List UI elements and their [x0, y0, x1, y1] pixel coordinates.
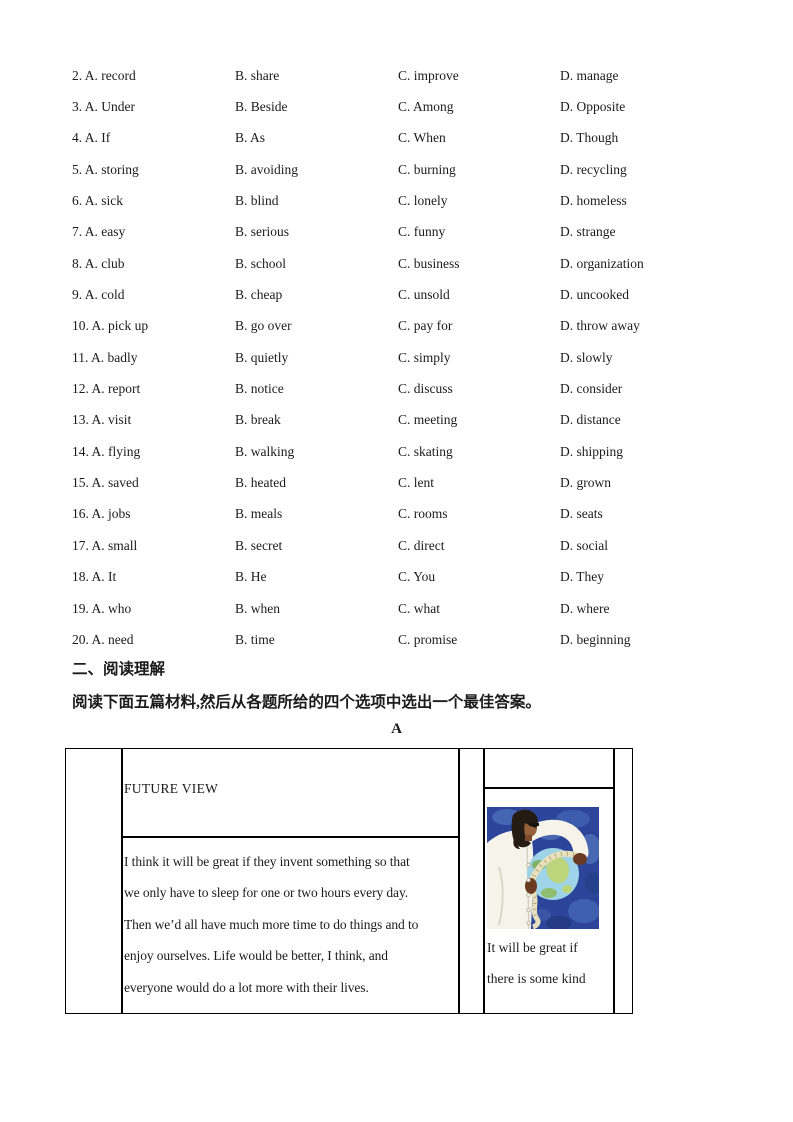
cloze-option-cell: D. grown	[560, 475, 611, 491]
cloze-option-cell: 5. A. storing	[72, 161, 139, 177]
cloze-option-cell: B. share	[235, 67, 280, 83]
cloze-option-cell: C. When	[398, 130, 446, 146]
cloze-option-cell: D. organization	[560, 255, 644, 271]
cloze-option-cell: C. meeting	[398, 412, 458, 428]
cloze-option-cell: D. strange	[560, 224, 616, 240]
cloze-option-cell: B. He	[235, 569, 267, 585]
cloze-option-cell: C. rooms	[398, 506, 448, 522]
image-caption-line: It will be great if	[487, 940, 578, 955]
cloze-option-cell: D. throw away	[560, 318, 640, 334]
cloze-option-cell: B. time	[235, 631, 275, 647]
cloze-option-cell: C. promise	[398, 631, 458, 647]
cloze-option-cell: C. You	[398, 569, 436, 585]
section-instruction: 阅读下面五篇材料,然后从各题所给的四个选项中选出一个最佳答案。	[72, 694, 541, 711]
cloze-option-cell: C. business	[398, 255, 460, 271]
cloze-option-cell: 18. A. It	[72, 569, 117, 585]
cloze-option-cell: 16. A. jobs	[72, 506, 131, 522]
cloze-option-cell: 8. A. club	[72, 255, 125, 271]
cloze-option-cell: B. As	[235, 130, 266, 146]
cloze-option-cell: C. lonely	[398, 193, 448, 209]
cloze-option-cell: 13. A. visit	[72, 412, 132, 428]
cloze-option-cell: B. secret	[235, 537, 283, 553]
cloze-option-cell: 12. A. report	[72, 381, 141, 397]
cloze-option-cell: B. blind	[235, 193, 279, 209]
cloze-option-cell: D. slowly	[560, 349, 613, 365]
cloze-option-cell: D. uncooked	[560, 287, 629, 303]
cloze-option-cell: C. unsold	[398, 287, 450, 303]
cloze-option-cell: D. where	[560, 600, 610, 616]
cloze-option-cell: D. consider	[560, 381, 623, 397]
cloze-option-cell: C. pay for	[398, 318, 453, 334]
cloze-option-cell: D. Opposite	[560, 99, 626, 115]
passage-text-line: everyone would do a lot more with their …	[124, 979, 369, 995]
cloze-option-cell: D. homeless	[560, 193, 627, 209]
cloze-option-cell: B. quietly	[235, 349, 289, 365]
cloze-option-cell: C. skating	[398, 443, 453, 459]
cloze-option-cell: 2. A. record	[72, 67, 136, 83]
cloze-option-cell: C. lent	[398, 475, 434, 491]
passage-text: I think it will be great if they invent …	[124, 846, 418, 1003]
image-caption: It will be great if there is some kind	[487, 932, 586, 995]
passage-text-line: I think it will be great if they invent …	[124, 854, 410, 869]
cloze-option-cell: D. manage	[560, 67, 619, 83]
future-view-title: FUTURE VIEW	[124, 781, 219, 796]
cloze-option-cell: 4. A. If	[72, 130, 111, 146]
table-vertical-rule	[458, 749, 460, 1013]
cloze-option-cell: 20. A. need	[72, 631, 134, 647]
passage-text-line: Then we’d all have much more time to do …	[124, 916, 419, 932]
table-vertical-rule	[121, 749, 123, 1013]
cloze-option-cell: C. burning	[398, 161, 456, 177]
reading-table: FUTURE VIEW I think it will be great if …	[65, 748, 633, 1014]
cloze-option-cell: D. social	[560, 537, 608, 553]
cloze-option-cell: D. recycling	[560, 161, 627, 177]
cloze-option-cell: B. break	[235, 412, 281, 428]
cloze-option-cell: B. when	[235, 600, 280, 616]
cloze-option-cell: B. heated	[235, 475, 286, 491]
cloze-option-cell: D. shipping	[560, 443, 624, 459]
passage-text-line: enjoy ourselves. Life would be better, I…	[124, 948, 388, 964]
cloze-option-cell: D. distance	[560, 412, 621, 428]
cloze-option-cell: 15. A. saved	[72, 475, 139, 491]
cloze-option-cell: 19. A. who	[72, 600, 132, 616]
cloze-option-cell: B. serious	[235, 224, 289, 240]
cloze-option-cell: 9. A. cold	[72, 287, 125, 303]
cloze-option-cell: 14. A. flying	[72, 443, 141, 459]
table-vertical-rule	[483, 749, 485, 1013]
cloze-option-cell: 10. A. pick up	[72, 318, 149, 334]
cloze-option-cell: C. Among	[398, 99, 454, 115]
cloze-option-cell: B. avoiding	[235, 161, 298, 177]
cloze-option-cell: 11. A. badly	[72, 349, 138, 365]
cloze-option-cell: D. seats	[560, 506, 603, 522]
cloze-option-cell: C. simply	[398, 349, 451, 365]
cloze-option-cell: C. direct	[398, 537, 445, 553]
cloze-option-cell: B. school	[235, 255, 287, 271]
cloze-option-cell: B. Beside	[235, 99, 288, 115]
cloze-option-cell: B. cheap	[235, 287, 283, 303]
table-vertical-rule	[613, 749, 615, 1013]
woman-measuring-globe-illustration	[487, 807, 599, 929]
cloze-option-cell: D. Though	[560, 130, 619, 146]
cloze-option-cell: B. go over	[235, 318, 292, 334]
cloze-option-cell: 3. A. Under	[72, 99, 135, 115]
cloze-option-cell: C. funny	[398, 224, 446, 240]
cloze-option-cell: D. beginning	[560, 631, 631, 647]
section-heading: 二、阅读理解	[72, 661, 166, 678]
cloze-option-cell: D. They	[560, 569, 604, 585]
cloze-option-cell: B. walking	[235, 443, 295, 459]
cloze-option-cell: B. notice	[235, 381, 284, 397]
cloze-options-grid: 2. A. record B. share C. improve D. manage 3…	[72, 60, 730, 656]
image-caption-line: there is some kind	[487, 971, 586, 987]
cloze-option-cell: C. improve	[398, 67, 459, 83]
passage-text-line: we only have to sleep for one or two hou…	[124, 885, 408, 901]
cloze-option-cell: 6. A. sick	[72, 193, 124, 209]
cloze-option-cell: B. meals	[235, 506, 283, 522]
table-horizontal-rule	[483, 787, 615, 789]
cloze-option-cell: 17. A. small	[72, 537, 138, 553]
cloze-option-cell: C. discuss	[398, 381, 453, 397]
table-horizontal-rule	[121, 836, 460, 838]
cloze-option-cell: 7. A. easy	[72, 224, 126, 240]
passage-a-label: A	[391, 721, 402, 737]
cloze-option-cell: C. what	[398, 600, 440, 616]
